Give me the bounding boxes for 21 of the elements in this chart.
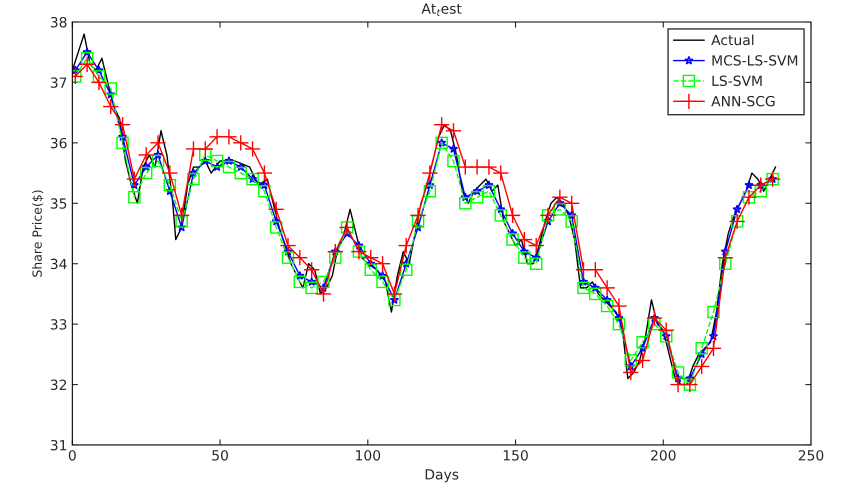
y-tick-label: 35 — [50, 198, 66, 209]
y-tick-label: 31 — [50, 440, 66, 450]
y-tick-label: 34 — [50, 258, 67, 270]
y-tick-label: 33 — [50, 319, 66, 330]
chart-title: At$_{t}$est — [422, 4, 462, 16]
legend-label: LS-SVM — [712, 76, 762, 86]
y-tick-label: 32 — [50, 380, 66, 390]
x-tick-label: 100 — [356, 450, 380, 461]
x-tick-label: 200 — [651, 450, 676, 461]
y-tick-label: 36 — [50, 138, 67, 148]
x-tick-label: 150 — [504, 450, 528, 461]
y-tick-label: 37 — [50, 77, 66, 88]
x-tick-label: 50 — [212, 450, 228, 461]
legend-label: MCS-LS-SVM — [712, 55, 798, 66]
x-axis-title: Days — [426, 469, 458, 482]
y-axis-title: Share Price($) — [32, 190, 44, 277]
legend-label: ANN-SCG — [711, 96, 775, 106]
legend-label: Actual — [711, 34, 754, 46]
x-tick-label: 0 — [68, 450, 76, 461]
x-tick-label: 250 — [798, 450, 824, 461]
y-tick-label: 38 — [50, 16, 67, 28]
